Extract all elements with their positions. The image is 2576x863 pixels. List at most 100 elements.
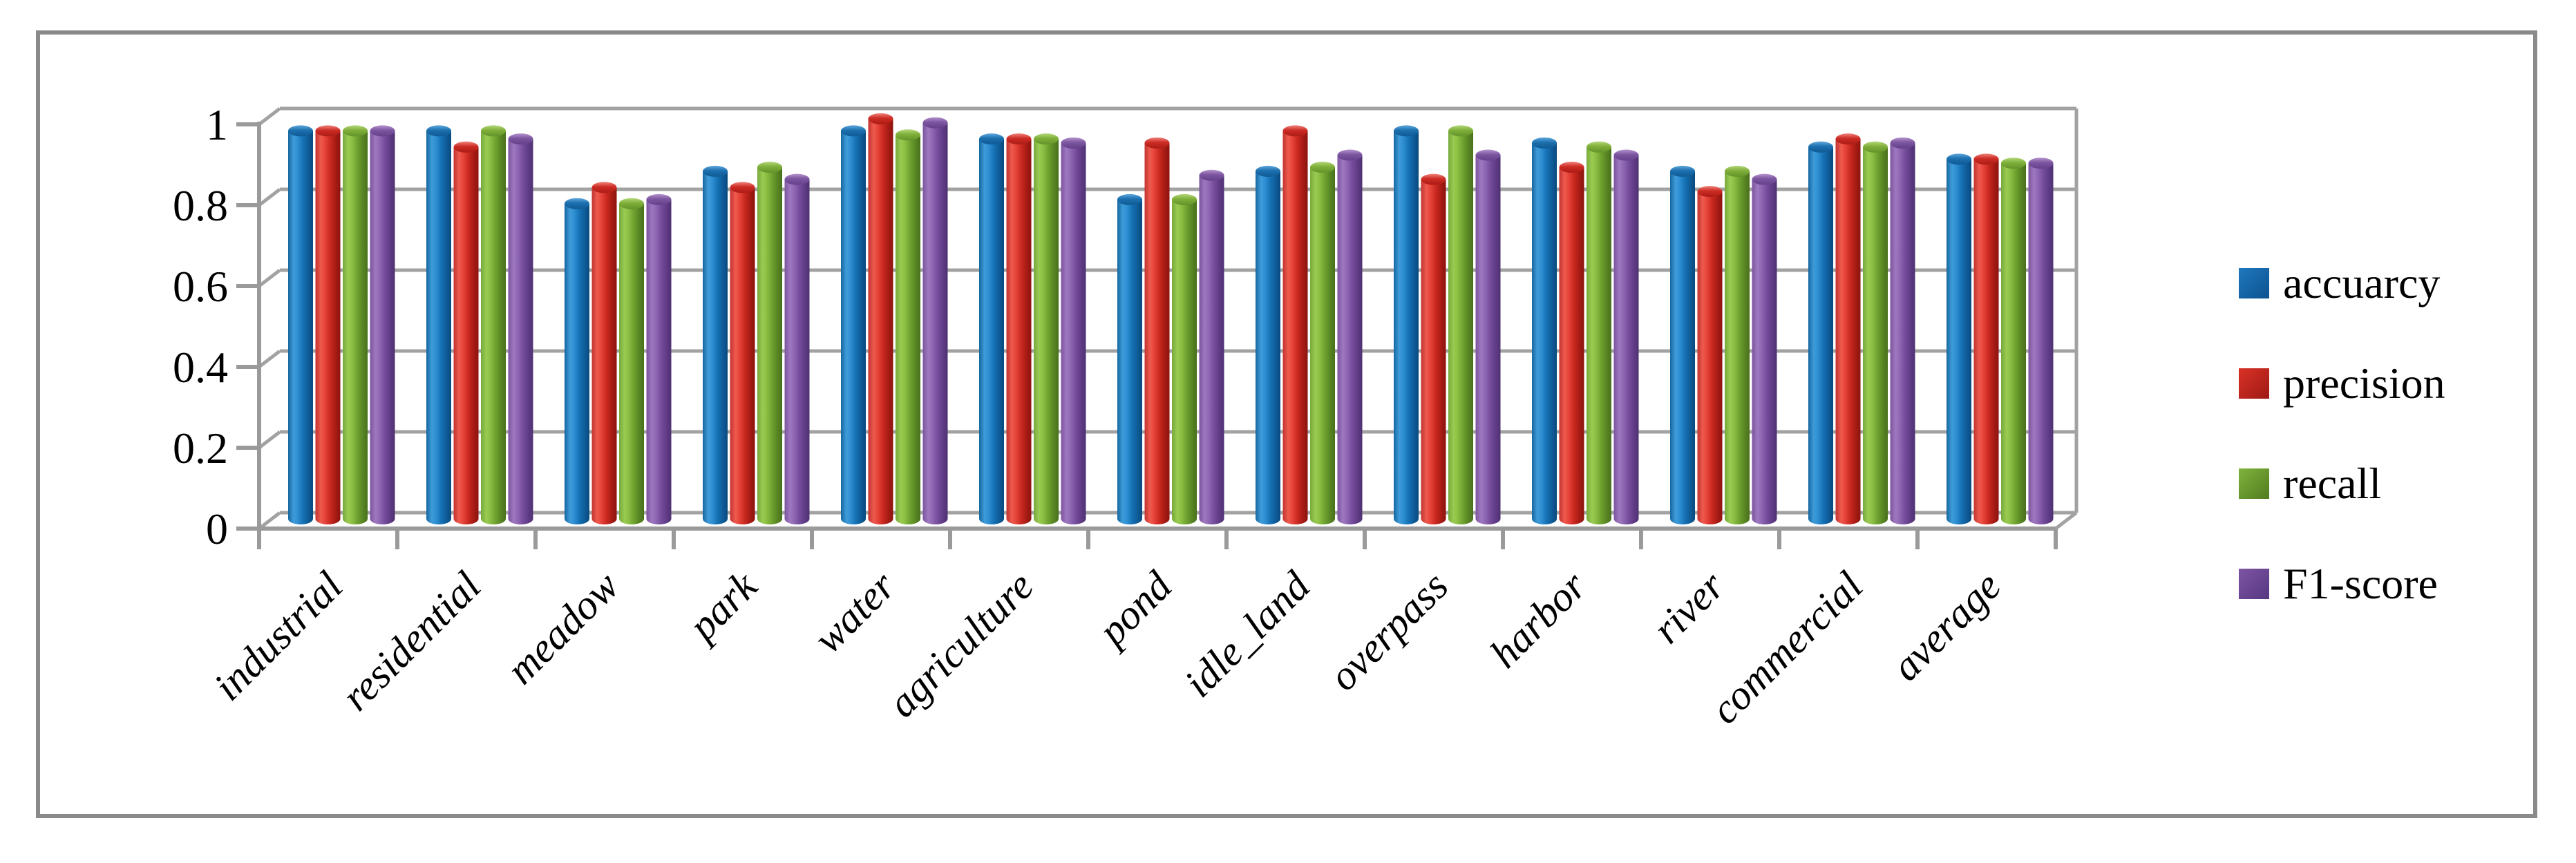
bar-top-pond-F1-score (1199, 169, 1224, 181)
bar-agriculture-F1-score (1061, 142, 1086, 519)
bar-idle_land-precision (1282, 131, 1308, 519)
bar-residential-recall (481, 131, 506, 519)
bar-river-F1-score (1752, 179, 1777, 519)
bar-park-precision (730, 187, 755, 519)
floor-right-edge (2054, 511, 2078, 530)
legend-swatch-accuracy-icon (2239, 268, 2269, 298)
y-tick-label: 0.6 (173, 262, 228, 311)
bar-commercial-F1-score (1890, 142, 1915, 519)
bar-agriculture-accuarcy (979, 139, 1004, 520)
bar-pond-F1-score (1199, 175, 1224, 519)
bar-top-park-accuarcy (703, 165, 728, 177)
category-label-river: river (1644, 562, 1734, 652)
legend-label-accuracy: accuarcy (2283, 258, 2441, 307)
bar-average-accuarcy (1947, 159, 1971, 520)
bar-residential-precision (453, 146, 479, 520)
bar-water-precision (868, 118, 893, 520)
bar-average-recall (2001, 163, 2026, 519)
bar-pond-recall (1172, 199, 1197, 519)
bar-top-overpass-accuarcy (1394, 125, 1419, 137)
bar-top-water-recall (896, 129, 920, 141)
bar-industrial-precision (315, 131, 341, 519)
bar-top-park-precision (730, 182, 755, 193)
bar-top-harbor-F1-score (1613, 149, 1639, 161)
bar-top-pond-recall (1172, 193, 1197, 205)
bar-commercial-accuarcy (1808, 146, 1833, 520)
bar-park-accuarcy (703, 171, 728, 519)
bar-harbor-accuarcy (1532, 142, 1557, 519)
bar-meadow-F1-score (646, 199, 672, 519)
bar-top-river-precision (1697, 186, 1723, 198)
wall-gridline-connector (258, 350, 281, 368)
wall-gridline-connector (258, 188, 281, 207)
legend-swatch-precision-icon (2239, 368, 2269, 399)
bar-idle_land-accuarcy (1256, 171, 1280, 519)
category-label-agriculture: agriculture (879, 563, 1042, 726)
bar-idle_land-recall (1310, 167, 1335, 520)
bar-top-agriculture-accuarcy (979, 133, 1004, 145)
bar-overpass-precision (1421, 179, 1446, 519)
legend-label-precision: precision (2283, 359, 2445, 408)
bar-harbor-recall (1587, 146, 1611, 520)
bar-commercial-precision (1835, 139, 1861, 520)
bar-harbor-F1-score (1613, 155, 1639, 519)
bar-top-meadow-F1-score (646, 193, 672, 205)
bar-top-overpass-recall (1448, 125, 1473, 137)
bar-residential-accuarcy (426, 131, 451, 519)
bar-top-harbor-accuarcy (1532, 137, 1557, 149)
bar-top-water-accuarcy (841, 125, 866, 137)
legend-item-recall: recall (2239, 462, 2536, 506)
legend-label-f1score: F1-score (2283, 559, 2438, 608)
bar-top-industrial-recall (343, 125, 368, 137)
bar-top-water-F1-score (922, 117, 948, 129)
bar-residential-F1-score (508, 139, 533, 520)
category-label-harbor: harbor (1481, 562, 1595, 676)
bar-water-F1-score (922, 122, 948, 519)
bar-top-agriculture-F1-score (1061, 137, 1086, 149)
bar-top-water-precision (868, 113, 893, 124)
y-tick-label: 0.4 (173, 343, 228, 392)
category-label-commercial: commercial (1702, 563, 1871, 732)
bar-top-overpass-F1-score (1475, 149, 1501, 161)
category-label-idle_land: idle_land (1175, 562, 1319, 706)
bar-top-pond-precision (1144, 137, 1170, 149)
bar-top-pond-accuarcy (1117, 193, 1142, 205)
bar-pond-accuarcy (1117, 199, 1142, 519)
bar-harbor-precision (1559, 167, 1584, 520)
legend: accuarcy precision recall F1-score (2239, 261, 2536, 606)
bar-top-commercial-precision (1835, 133, 1861, 145)
bar-pond-precision (1144, 142, 1170, 519)
bar-top-harbor-recall (1587, 141, 1611, 153)
bar-top-average-recall (2001, 158, 2026, 169)
legend-item-f1score: F1-score (2239, 562, 2536, 606)
legend-item-accuracy: accuarcy (2239, 261, 2536, 305)
bar-top-meadow-accuarcy (565, 198, 589, 209)
legend-swatch-f1score-icon (2239, 569, 2269, 599)
legend-swatch-recall-icon (2239, 468, 2269, 499)
bar-meadow-precision (591, 187, 617, 519)
legend-label-recall: recall (2283, 459, 2382, 508)
bar-top-commercial-recall (1863, 141, 1888, 153)
bar-average-F1-score (2028, 163, 2054, 519)
bar-top-river-F1-score (1752, 173, 1777, 185)
bar-overpass-recall (1448, 131, 1473, 519)
bar-agriculture-precision (1006, 139, 1032, 520)
bar-river-accuarcy (1670, 171, 1695, 519)
bar-overpass-F1-score (1475, 155, 1501, 519)
legend-item-precision: precision (2239, 361, 2536, 406)
bar-industrial-accuarcy (288, 131, 313, 519)
category-label-residential: residential (333, 563, 490, 720)
bar-top-overpass-precision (1421, 173, 1446, 185)
bar-park-F1-score (784, 179, 810, 519)
bar-top-residential-recall (481, 125, 506, 137)
bar-water-accuarcy (841, 131, 866, 519)
wall-gridline-connector (258, 107, 281, 126)
bar-top-meadow-recall (619, 198, 644, 209)
category-label-park: park (678, 562, 766, 651)
bar-top-average-accuarcy (1947, 153, 1971, 165)
bar-top-harbor-precision (1559, 162, 1584, 173)
bar-top-industrial-F1-score (370, 125, 395, 137)
y-tick-label: 1 (206, 100, 228, 149)
